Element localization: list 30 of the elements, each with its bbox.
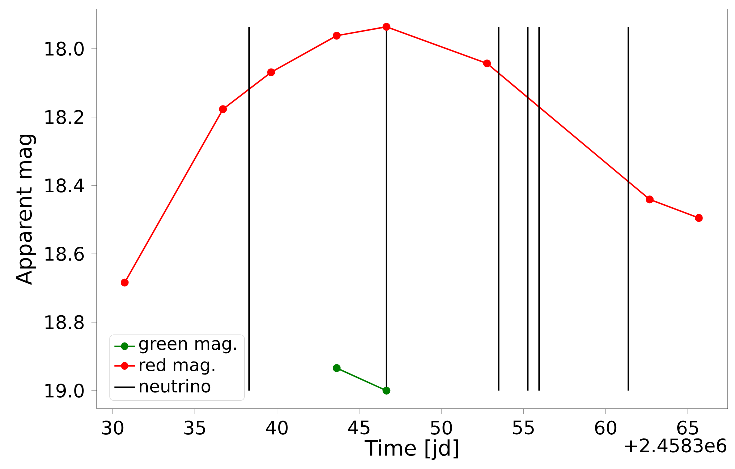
- y-tick-label: 18.4: [46, 178, 84, 193]
- text: +2.4583e6: [625, 438, 727, 453]
- point: [332, 32, 341, 40]
- y-tick-label: 18.8: [46, 315, 84, 330]
- x-tick-label: 40: [266, 420, 288, 435]
- point: [267, 68, 276, 76]
- x-axis-title: Time [jd]: [364, 440, 458, 460]
- x-tick-label: 50: [431, 420, 452, 435]
- y-tick-label: 18.6: [46, 247, 84, 262]
- point: [382, 23, 391, 31]
- legend-label: red mag.: [140, 358, 215, 375]
- y-tick-label: 18.0: [46, 42, 84, 56]
- point: [121, 278, 129, 287]
- point: [332, 364, 341, 372]
- point: [646, 196, 654, 204]
- y-tick-label: 18.2: [46, 110, 84, 124]
- point: [695, 214, 704, 222]
- legend-label: green mag.: [139, 340, 236, 354]
- point: [382, 386, 391, 395]
- point: [219, 106, 228, 114]
- x-tick-label: 55: [513, 420, 534, 435]
- y-axis-title: Apparent mag: [16, 134, 36, 286]
- point: [483, 60, 492, 68]
- legend-label: neutrino: [140, 379, 211, 393]
- x-tick-label: 60: [595, 420, 617, 435]
- x-tick-label: 45: [348, 420, 370, 435]
- x-tick-label: 35: [184, 420, 206, 435]
- y-tick-label: 19.0: [46, 384, 84, 398]
- x-tick-label: 30: [102, 420, 124, 435]
- x-tick-label: 65: [677, 420, 698, 435]
